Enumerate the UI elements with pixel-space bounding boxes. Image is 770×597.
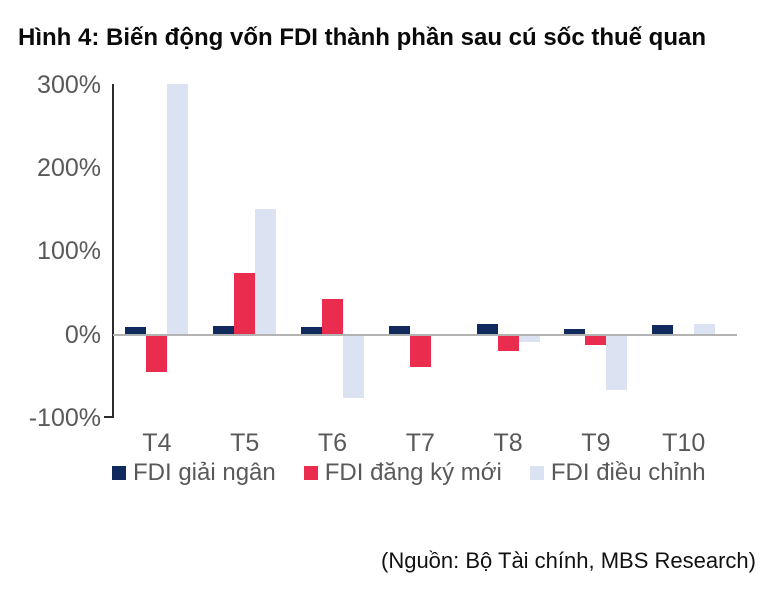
bar-T4-dieu-chinh <box>167 83 189 334</box>
bar-T6-giai-ngan <box>301 327 322 334</box>
legend-swatch-icon <box>529 466 544 480</box>
y-axis-tick-label: 100% <box>37 237 101 266</box>
x-axis-tick-label: T9 <box>581 429 611 457</box>
y-axis-line <box>112 84 114 418</box>
legend-label: FDI giải ngân <box>133 459 276 486</box>
source-note: (Nguồn: Bộ Tài chính, MBS Research) <box>381 548 756 573</box>
bar-T7-giai-ngan <box>388 325 410 334</box>
x-axis-tick-label: T6 <box>317 429 348 457</box>
bar-T7-dang-ky-moi <box>409 334 431 368</box>
bar-T9-dang-ky-moi <box>585 334 607 345</box>
x-axis-tick-label: T4 <box>142 429 172 457</box>
y-axis-tick-label: -100% <box>28 404 101 432</box>
y-axis-tick-label: 300% <box>37 70 101 99</box>
zero-baseline <box>113 334 737 336</box>
x-axis-tick-label: T7 <box>405 429 435 457</box>
legend-swatch-icon <box>112 466 126 480</box>
y-axis-tick-label: 0% <box>64 320 101 349</box>
bar-T9-giai-ngan <box>564 328 586 334</box>
chart-legend: FDI giải ngân FDI đăng ký mới FDI điều chỉ… <box>112 459 706 487</box>
x-axis-tick-label: T5 <box>230 429 260 457</box>
bar-T6-dieu-chinh <box>343 334 364 399</box>
bar-T8-giai-ngan <box>476 323 498 334</box>
bar-T5-dieu-chinh <box>255 208 277 334</box>
legend-swatch-icon <box>303 466 318 480</box>
bar-T10-dieu-chinh <box>694 323 716 334</box>
bar-T5-giai-ngan <box>213 326 235 334</box>
bar-T8-dang-ky-moi <box>497 334 519 351</box>
bar-T4-dang-ky-moi <box>146 334 168 372</box>
x-axis-tick-label: T10 <box>662 429 706 457</box>
y-axis-tick-label: 200% <box>37 153 101 182</box>
chart-title: Hình 4: Biến động vốn FDI thành phần sau… <box>18 24 707 51</box>
bar-T5-dang-ky-moi <box>234 273 256 334</box>
legend-item: FDI giải ngân <box>112 459 276 487</box>
bar-T4-giai-ngan <box>125 327 147 334</box>
legend-item: FDI điều chỉnh <box>529 459 706 487</box>
bar-T9-dieu-chinh <box>606 334 628 390</box>
bar-T8-dieu-chinh <box>518 334 540 343</box>
legend-label: FDI điều chỉnh <box>550 459 706 486</box>
bar-T10-giai-ngan <box>652 324 674 334</box>
bar-chart-plot-area: 300% 200% 100% 0% -100% T4 T5 T6 T7 T8 T9 T10 <box>28 70 737 457</box>
x-axis-tick-label: T8 <box>493 429 523 457</box>
legend-item: FDI đăng ký mới <box>303 459 502 487</box>
legend-label: FDI đăng ký mới <box>324 459 502 486</box>
y-axis-bottom-tick <box>104 416 113 418</box>
bar-T6-dang-ky-moi <box>322 298 343 334</box>
